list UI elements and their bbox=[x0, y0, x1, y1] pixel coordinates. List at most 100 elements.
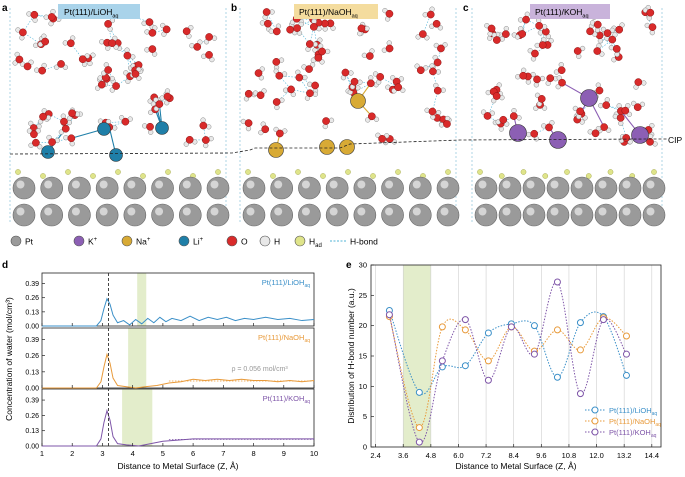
legend-atom-label: Pt bbox=[25, 237, 34, 247]
o-atom bbox=[487, 24, 496, 33]
cation bbox=[268, 142, 284, 158]
h-ad-atom bbox=[115, 169, 121, 175]
x-tick-label: 8 bbox=[251, 449, 255, 458]
y-tick-label: 0.00 bbox=[25, 444, 39, 451]
o-atom bbox=[394, 83, 403, 92]
series-line bbox=[42, 297, 315, 327]
legend-swatch-marker bbox=[591, 428, 599, 436]
pt-highlight bbox=[550, 180, 559, 189]
o-atom bbox=[621, 106, 630, 115]
pt-highlight bbox=[526, 207, 535, 216]
data-point bbox=[553, 373, 561, 381]
cation bbox=[109, 148, 123, 162]
o-atom bbox=[305, 40, 314, 48]
o-atom bbox=[593, 20, 602, 29]
o-atom bbox=[385, 44, 394, 53]
h-ad-atom bbox=[295, 169, 301, 175]
pt-atom bbox=[353, 176, 377, 200]
data-point bbox=[576, 390, 584, 398]
cation bbox=[350, 93, 366, 109]
o-atom bbox=[97, 80, 106, 89]
o-atom bbox=[23, 62, 32, 71]
panel-b-label-sub: aq bbox=[352, 14, 358, 20]
y-tick-label: 0.13 bbox=[25, 369, 39, 376]
o-atom bbox=[262, 8, 271, 16]
pt-atom bbox=[298, 176, 321, 200]
o-atom bbox=[295, 73, 304, 82]
panel-c-label-box bbox=[530, 4, 610, 19]
cation bbox=[509, 124, 527, 142]
o-atom bbox=[286, 25, 294, 34]
o-atom bbox=[600, 123, 608, 131]
pt-atom bbox=[40, 203, 64, 227]
pt-atom bbox=[325, 203, 349, 227]
o-atom bbox=[205, 51, 213, 59]
legend-atom-swatch bbox=[73, 235, 85, 247]
legend-atom-symbol: O bbox=[241, 237, 248, 247]
o-atom bbox=[264, 19, 272, 28]
pt-atom bbox=[522, 203, 546, 227]
x-tick-label: 10.8 bbox=[562, 451, 577, 460]
y-tick-label: 0.26 bbox=[25, 353, 39, 360]
o-atom bbox=[365, 52, 374, 60]
legend-label: Pt(111)/LiOHaq bbox=[609, 406, 657, 417]
pt-atom bbox=[270, 203, 294, 227]
pt-atom bbox=[151, 176, 174, 200]
legend-atom-label: Na+ bbox=[136, 237, 151, 247]
pt-atom bbox=[474, 176, 498, 200]
pt-atom bbox=[95, 176, 119, 200]
o-atom bbox=[509, 112, 518, 120]
o-atom bbox=[499, 115, 508, 124]
o-atom bbox=[15, 55, 24, 64]
pt-atom bbox=[408, 176, 432, 200]
o-atom bbox=[320, 19, 329, 28]
pt-highlight bbox=[182, 207, 191, 216]
data-point bbox=[576, 319, 584, 327]
panel-a-label-box bbox=[58, 4, 140, 19]
data-point bbox=[484, 376, 492, 384]
x-axis-label: Distance to Metal Surface (Z, Å) bbox=[456, 461, 577, 471]
cation bbox=[155, 121, 169, 135]
o-atom bbox=[531, 49, 539, 58]
y-tick-label: 30 bbox=[359, 261, 367, 270]
x-tick-label: 4.8 bbox=[426, 451, 436, 460]
pt-atom bbox=[270, 176, 294, 200]
o-atom bbox=[67, 134, 76, 143]
data-point bbox=[599, 316, 607, 324]
pt-atom bbox=[618, 176, 642, 200]
o-atom bbox=[272, 27, 281, 36]
y-axis-label: Distribution of H-bond number (a.u.) bbox=[346, 288, 356, 424]
series-curve bbox=[388, 310, 627, 395]
data-point bbox=[622, 332, 630, 340]
o-atom bbox=[615, 25, 624, 34]
o-atom bbox=[416, 66, 425, 75]
h-ad-atom bbox=[15, 169, 21, 175]
h-ad-atom bbox=[345, 169, 351, 175]
o-atom bbox=[244, 89, 253, 98]
legend-atom-sup: + bbox=[200, 237, 204, 243]
x-tick-label: 12.0 bbox=[589, 451, 604, 460]
pt-highlight bbox=[44, 180, 53, 189]
h-ad-atom bbox=[585, 173, 592, 179]
series-line bbox=[42, 352, 315, 389]
data-point bbox=[438, 363, 446, 371]
cation bbox=[339, 139, 355, 155]
pt-atom bbox=[642, 176, 666, 200]
pt-atom bbox=[206, 203, 230, 227]
o-atom bbox=[254, 69, 263, 77]
o-atom bbox=[433, 58, 442, 67]
h-ad-atom bbox=[90, 173, 96, 179]
atom-legend: Pt K+ Na+ Li+ O H Had H-bond bbox=[10, 235, 378, 249]
o-atom bbox=[68, 109, 76, 118]
o-atom bbox=[66, 39, 75, 48]
o-atom bbox=[309, 23, 318, 31]
o-atom bbox=[483, 112, 492, 120]
subplot-label-main: Pt(111)/NaOH bbox=[258, 333, 304, 342]
x-tick-label: 14.4 bbox=[644, 451, 659, 460]
legend-atom-label: H-bond bbox=[350, 237, 378, 247]
cation bbox=[41, 145, 55, 159]
pt-highlight bbox=[246, 180, 255, 189]
subplot-label-main: Pt(111)/KOH bbox=[263, 394, 305, 403]
o-atom bbox=[622, 134, 631, 142]
legend-atom-sup: + bbox=[147, 237, 151, 243]
